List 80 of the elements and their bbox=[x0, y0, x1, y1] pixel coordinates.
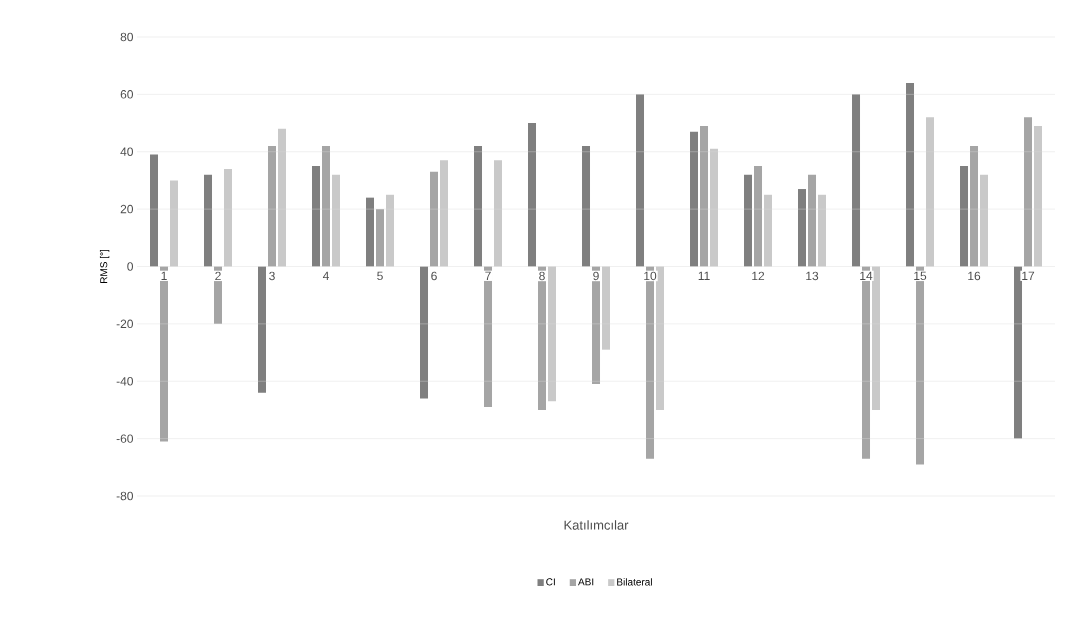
bar bbox=[872, 266, 881, 410]
bar bbox=[646, 266, 655, 459]
x-tick-label: 14 bbox=[860, 271, 873, 280]
x-tick-label: 8 bbox=[539, 271, 545, 281]
bar bbox=[224, 168, 233, 267]
bar bbox=[538, 266, 547, 410]
bar bbox=[258, 266, 266, 393]
y-tick-label: 40 bbox=[120, 147, 133, 156]
bar bbox=[808, 174, 817, 267]
bar bbox=[440, 160, 449, 267]
bar bbox=[926, 117, 935, 267]
y-tick-label: 0 bbox=[127, 262, 134, 271]
x-tick-label: 10 bbox=[644, 271, 657, 281]
bar bbox=[150, 154, 158, 267]
bar bbox=[980, 174, 989, 267]
x-axis-title: Katılımcılar bbox=[564, 520, 629, 530]
bar bbox=[366, 197, 374, 267]
bar bbox=[582, 146, 591, 267]
x-tick-label: 3 bbox=[269, 271, 275, 281]
bar bbox=[764, 194, 773, 267]
bar bbox=[754, 166, 763, 267]
x-tick-label: 16 bbox=[968, 271, 981, 281]
bar bbox=[798, 189, 807, 267]
legend-label: CI bbox=[546, 578, 555, 586]
bar bbox=[332, 174, 341, 267]
legend-label: ABI bbox=[578, 578, 594, 586]
bar bbox=[700, 125, 709, 267]
bar bbox=[744, 174, 753, 267]
bar bbox=[312, 166, 321, 267]
bar bbox=[1014, 266, 1023, 439]
y-tick-label: 80 bbox=[120, 32, 133, 42]
bar bbox=[386, 194, 395, 267]
x-tick-label: 6 bbox=[431, 271, 437, 281]
bar bbox=[710, 148, 719, 267]
y-tick-label: -60 bbox=[116, 434, 133, 443]
bar bbox=[474, 146, 483, 267]
bar bbox=[656, 266, 665, 410]
x-tick-label: 15 bbox=[914, 271, 927, 281]
bar bbox=[170, 180, 178, 267]
bar bbox=[852, 94, 861, 267]
bar bbox=[960, 166, 969, 267]
bar bbox=[1024, 117, 1033, 267]
x-tick-label: 7 bbox=[485, 271, 491, 280]
bar bbox=[268, 146, 277, 267]
legend-label: Bilateral bbox=[617, 578, 652, 586]
x-tick-label: 13 bbox=[806, 271, 819, 281]
x-tick-label: 1 bbox=[161, 271, 167, 280]
bar bbox=[430, 171, 439, 267]
y-tick-label: 20 bbox=[120, 204, 133, 214]
bar bbox=[690, 131, 699, 267]
x-tick-label: 5 bbox=[377, 271, 383, 281]
x-tick-label: 11 bbox=[698, 271, 710, 280]
x-tick-label: 17 bbox=[1022, 271, 1035, 280]
bar bbox=[322, 146, 330, 267]
bar bbox=[602, 266, 611, 350]
bar bbox=[548, 266, 557, 402]
bar bbox=[376, 209, 385, 267]
bar bbox=[420, 266, 429, 399]
bar bbox=[916, 266, 925, 465]
bar bbox=[204, 174, 212, 267]
y-tick-label: -80 bbox=[116, 491, 133, 501]
y-axis-title: RMS [°] bbox=[99, 249, 110, 283]
bar bbox=[1034, 125, 1043, 267]
x-tick-label: 4 bbox=[322, 271, 329, 280]
y-tick-label: 60 bbox=[120, 90, 133, 99]
bar bbox=[160, 266, 168, 442]
x-tick-label: 12 bbox=[752, 271, 765, 281]
bar bbox=[278, 128, 286, 267]
bar bbox=[970, 146, 979, 267]
bar bbox=[906, 82, 915, 267]
bar bbox=[862, 266, 871, 459]
bar bbox=[494, 160, 503, 267]
bar bbox=[528, 123, 537, 267]
x-tick-label: 9 bbox=[593, 271, 599, 281]
bar bbox=[636, 94, 645, 267]
y-tick-label: -40 bbox=[116, 377, 133, 386]
x-tick-label: 2 bbox=[215, 271, 221, 281]
y-tick-label: -20 bbox=[116, 319, 133, 329]
bar bbox=[484, 266, 493, 408]
bar bbox=[818, 194, 827, 267]
